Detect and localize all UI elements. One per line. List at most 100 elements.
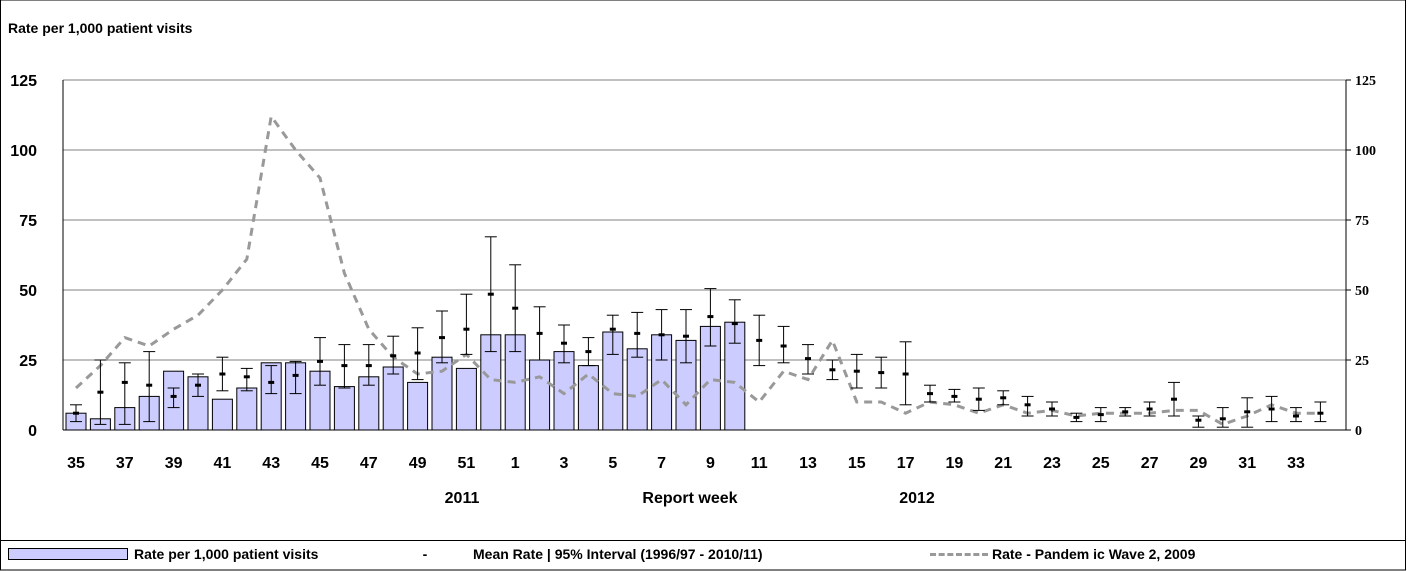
mean-marker — [561, 341, 567, 345]
y-tick-left-75: 75 — [19, 213, 37, 230]
mean-marker — [731, 322, 738, 326]
mean-marker — [1171, 397, 1177, 401]
errorbar-week-23 — [1046, 401, 1058, 417]
y-tick-right-75: 75 — [1355, 214, 1369, 229]
errorbar-week-30 — [1216, 407, 1229, 428]
mean-marker — [853, 369, 860, 373]
mean-marker — [1293, 414, 1299, 418]
errorbar-week-2 — [533, 306, 546, 361]
mean-marker — [414, 351, 421, 355]
mean-marker — [609, 327, 616, 331]
mean-marker — [829, 368, 836, 372]
y-tick-left-100: 100 — [10, 143, 37, 160]
y-ticks-left: 0 25 50 75 100 125 — [10, 73, 37, 440]
errorbar-week-31 — [1241, 397, 1254, 428]
mean-marker — [487, 292, 494, 296]
mean-marker — [902, 372, 909, 376]
x-tick-29: 29 — [1190, 455, 1208, 472]
errorbar-week-24 — [1070, 412, 1083, 423]
mean-marker — [634, 331, 641, 335]
errorbar-week-15 — [850, 353, 863, 389]
bar-week-50 — [431, 356, 453, 431]
errorbar-week-14 — [826, 359, 839, 381]
errorbar-week-10 — [728, 299, 741, 344]
mean-marker — [756, 338, 763, 342]
errorbar-week-18 — [924, 384, 936, 403]
errorbar-week-20 — [972, 387, 985, 411]
pandemic-line-series — [74, 112, 1321, 427]
mean-marker — [1073, 415, 1080, 419]
mean-marker — [97, 390, 104, 394]
mean-marker — [268, 380, 275, 384]
errorbar-week-37 — [118, 362, 131, 425]
errorbar-week-47 — [362, 344, 375, 386]
errorbar-week-48 — [387, 335, 400, 375]
errorbar-week-43 — [265, 365, 278, 395]
mean-marker — [585, 350, 592, 354]
bar-week-49 — [407, 381, 429, 431]
errorbar-week-1 — [509, 264, 522, 353]
bar-week-3 — [553, 351, 575, 431]
mean-marker — [1195, 418, 1202, 422]
errorbar-week-36 — [94, 359, 107, 425]
x-tick-37: 37 — [116, 455, 134, 472]
mean-marker — [439, 336, 445, 340]
legend: Rate per 1,000 patient visits - Mean Rat… — [0, 540, 1405, 570]
errorbar-week-38 — [143, 351, 156, 423]
mean-marker — [1000, 396, 1007, 400]
x-tick-51: 51 — [458, 455, 476, 472]
x-tick-21: 21 — [994, 455, 1012, 472]
mean-marker — [390, 354, 397, 358]
errorbar-week-40 — [192, 373, 204, 397]
errorbar-week-49 — [411, 327, 424, 381]
y-tick-left-25: 25 — [19, 353, 37, 370]
x-tick-43: 43 — [262, 455, 280, 472]
x-tick-15: 15 — [848, 455, 866, 472]
mean-marker — [1244, 410, 1251, 414]
x-tick-7: 7 — [657, 455, 666, 472]
errorbar-week-17 — [899, 341, 912, 406]
errorbar-week-50 — [436, 310, 448, 364]
y-tick-right-125: 125 — [1355, 74, 1376, 89]
mean-marker — [512, 306, 519, 310]
x-tick-41: 41 — [214, 455, 232, 472]
y-tick-right-25: 25 — [1355, 354, 1369, 369]
x-tick-45: 45 — [311, 455, 329, 472]
x-tick-labels: 35 37 39 41 43 45 47 49 51 1 3 5 7 9 11 13 15 17 19 21 23 25 2… — [67, 455, 1305, 472]
y-tick-right-50: 50 — [1355, 284, 1369, 299]
bar-week-51 — [455, 367, 477, 431]
mean-marker — [878, 371, 885, 375]
x-tick-33: 33 — [1287, 455, 1305, 472]
mean-marker — [1219, 417, 1226, 421]
mean-marker — [683, 334, 689, 338]
mean-marker — [146, 383, 153, 387]
x-tick-3: 3 — [560, 455, 569, 472]
x-tick-9: 9 — [706, 455, 715, 472]
x-tick-19: 19 — [946, 455, 964, 472]
mean-marker — [170, 394, 177, 398]
errorbar-week-9 — [704, 288, 717, 347]
mean-marker — [317, 359, 323, 363]
x-tick-47: 47 — [360, 455, 378, 472]
x-tick-35: 35 — [67, 455, 85, 472]
bar-week-42 — [236, 387, 258, 431]
errorbar-week-51 — [460, 293, 473, 355]
mean-marker — [243, 375, 250, 379]
bar-week-46 — [333, 386, 355, 431]
bar-week-41 — [211, 398, 233, 431]
errorbar-week-39 — [167, 387, 180, 409]
y-tick-left-0: 0 — [28, 423, 37, 440]
errorbar-week-41 — [216, 356, 229, 392]
x-tick-13: 13 — [799, 455, 817, 472]
mean-marker — [805, 357, 811, 361]
legend-bar-swatch — [8, 548, 128, 560]
y-axis-title: Rate per 1,000 patient visits — [8, 20, 193, 36]
errorbar-week-33 — [1290, 407, 1302, 423]
errorbar-week-21 — [997, 390, 1010, 406]
mean-marker — [1317, 411, 1324, 415]
errorbar-week-3 — [558, 324, 570, 364]
mean-marker — [780, 344, 787, 348]
pandemic-line — [74, 112, 1321, 427]
